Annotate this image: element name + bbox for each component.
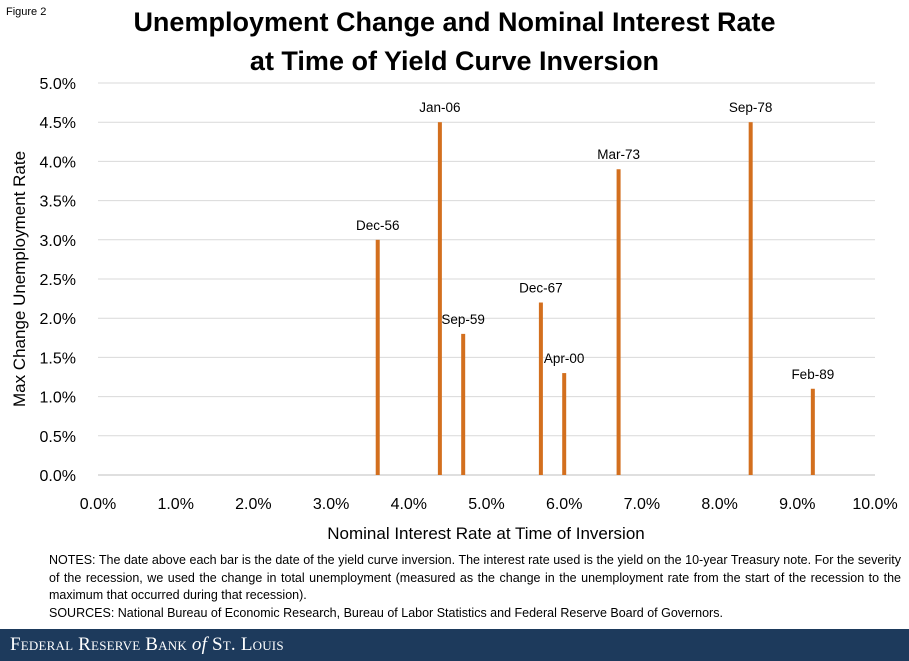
y-tick-label: 3.0% <box>40 233 76 250</box>
y-tick-label: 1.5% <box>40 350 76 367</box>
x-tick-label: 7.0% <box>624 496 660 513</box>
bar-label: Feb-89 <box>791 367 834 382</box>
bar <box>810 388 815 475</box>
y-tick-label: 2.5% <box>40 272 76 289</box>
bar-label: Jan-06 <box>419 100 460 115</box>
sources-text: SOURCES: National Bureau of Economic Res… <box>49 605 723 620</box>
bar <box>375 239 380 475</box>
footer-org-of: of <box>191 634 208 655</box>
bar-label: Dec-56 <box>356 218 400 233</box>
x-tick-label: 5.0% <box>468 496 504 513</box>
y-tick-label: 4.0% <box>40 154 76 171</box>
gridlines <box>98 82 875 437</box>
notes: NOTES: The date above each bar is the da… <box>49 552 901 622</box>
y-tick-label: 5.0% <box>40 76 76 93</box>
x-tick-label: 3.0% <box>313 496 349 513</box>
bar-label: Dec-67 <box>519 281 563 296</box>
x-tick-label: 1.0% <box>157 496 193 513</box>
bar <box>616 169 621 476</box>
bar <box>748 122 753 475</box>
bar-label: Mar-73 <box>597 147 640 162</box>
chart-title-line-1: Unemployment Change and Nominal Interest… <box>133 7 776 37</box>
y-tick-label: 3.5% <box>40 194 76 211</box>
bars <box>375 122 815 476</box>
footer-org-suffix: St. Louis <box>212 634 284 655</box>
x-tick-label: 2.0% <box>235 496 271 513</box>
x-axis-title: Nominal Interest Rate at Time of Inversi… <box>327 524 644 543</box>
x-tick-label: 10.0% <box>852 496 897 513</box>
bar <box>437 122 442 475</box>
x-tick-label: 6.0% <box>546 496 582 513</box>
bar-labels: Dec-56 Jan-06 Sep-59 Dec-67 Apr-00 Mar-73 Sep-… <box>356 100 834 382</box>
bar <box>562 373 567 475</box>
y-tick-label: 4.5% <box>40 115 76 132</box>
chart-title-line-2: at Time of Yield Curve Inversion <box>249 46 660 76</box>
y-tick-label: 2.0% <box>40 311 76 328</box>
bar-label: Sep-59 <box>441 312 485 327</box>
x-tick-label: 8.0% <box>701 496 737 513</box>
x-tick-label: 9.0% <box>779 496 815 513</box>
footer-logo-text: Federal Reserve Bank of St. Louis <box>10 634 284 656</box>
footer-org-prefix: Federal Reserve Bank <box>10 634 187 655</box>
x-tick-label: 4.0% <box>391 496 427 513</box>
y-axis-title: Max Change Unemployment Rate <box>10 151 29 407</box>
figure-label: Figure 2 <box>6 6 47 18</box>
y-axis-ticks: 0.0% 0.5% 1.0% 1.5% 2.0% 2.5% 3.0% 3.5% 4.0% 4.5%… <box>40 76 76 485</box>
bar-label: Apr-00 <box>544 351 585 366</box>
y-tick-label: 0.0% <box>40 468 76 485</box>
x-axis-ticks: 0.0% 1.0% 2.0% 3.0% 4.0% 5.0% 6.0% 7.0% 8.0% 9.0%… <box>80 496 898 513</box>
x-tick-label: 0.0% <box>80 496 116 513</box>
y-tick-label: 1.0% <box>40 390 76 407</box>
bar <box>461 333 466 475</box>
notes-text: NOTES: The date above each bar is the da… <box>49 553 901 602</box>
y-tick-label: 0.5% <box>40 429 76 446</box>
bar-label: Sep-78 <box>729 100 773 115</box>
bar <box>538 302 543 475</box>
footer-bar: Federal Reserve Bank of St. Louis <box>0 629 909 661</box>
chart-plot: Dec-56 Jan-06 Sep-59 Dec-67 Apr-00 Mar-73 Sep-… <box>10 76 898 543</box>
